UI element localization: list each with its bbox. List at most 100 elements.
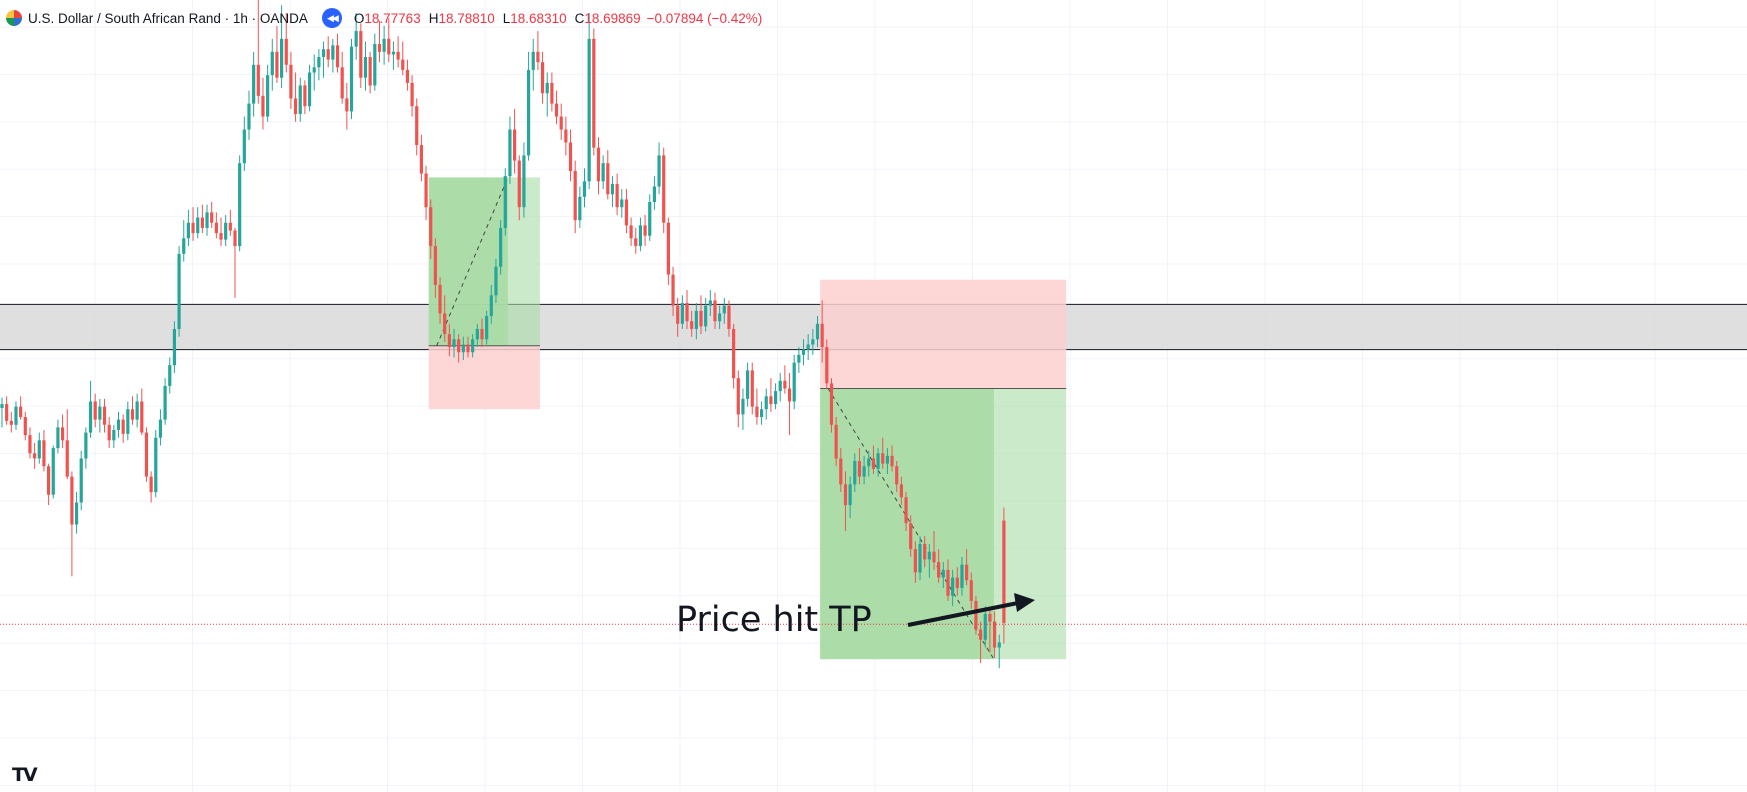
- candle-body: [899, 484, 903, 498]
- candle-body: [624, 199, 629, 226]
- candle-body: [33, 453, 37, 459]
- candle-body: [578, 196, 582, 221]
- candle-body: [792, 362, 796, 402]
- long-position-stop: [428, 345, 540, 410]
- candle-body: [778, 380, 782, 392]
- candle-body: [5, 404, 9, 421]
- candle-body: [736, 378, 740, 415]
- open-label: O: [353, 10, 365, 26]
- candle-body: [685, 303, 689, 322]
- candle-body: [168, 365, 172, 386]
- annotation-arrowhead: [1014, 593, 1035, 612]
- candle-body: [345, 98, 349, 112]
- candle-body: [615, 183, 619, 208]
- candle-body: [764, 396, 768, 410]
- candle-body: [172, 328, 177, 366]
- candle-body: [820, 323, 824, 348]
- candle-body: [326, 49, 330, 60]
- candle-body: [983, 613, 987, 640]
- candlestick-series: [0, 0, 1006, 669]
- candle-body: [815, 323, 820, 340]
- candle-body: [415, 106, 419, 146]
- candle-body: [312, 67, 316, 73]
- long-position-profit: [428, 177, 508, 346]
- candle-body: [461, 344, 465, 353]
- candle-body: [853, 461, 857, 485]
- symbol-title[interactable]: U.S. Dollar / South African Rand · 1h · …: [28, 10, 308, 26]
- candle-body: [354, 31, 358, 47]
- candle-body: [485, 316, 489, 340]
- candle-body: [158, 419, 163, 438]
- candle-body: [443, 313, 447, 335]
- candle-body: [662, 155, 666, 223]
- candle-body: [988, 613, 992, 622]
- candle-body: [732, 328, 736, 379]
- high-label: H: [428, 10, 439, 26]
- symbol-legend: U.S. Dollar / South African Rand · 1h · …: [6, 8, 768, 28]
- candle-body: [121, 419, 125, 434]
- candle-body: [811, 339, 815, 345]
- candle-body: [261, 95, 265, 117]
- candle-body: [475, 328, 479, 340]
- candle-body: [377, 44, 382, 52]
- candle-body: [205, 212, 209, 228]
- change-value: −0.07894 (−0.42%): [646, 10, 763, 26]
- candle-body: [540, 62, 545, 94]
- candle-body: [699, 310, 703, 327]
- candle-body: [335, 45, 340, 68]
- candle-body: [196, 217, 200, 234]
- candle-body: [718, 313, 722, 322]
- candle-body: [102, 406, 107, 425]
- close-value: 18.69869: [584, 10, 641, 26]
- candle-body: [70, 476, 74, 525]
- candle-body: [871, 458, 876, 469]
- candle-body: [750, 370, 754, 407]
- candle-body: [708, 300, 712, 306]
- candle-body: [242, 129, 246, 164]
- candle-body: [974, 600, 978, 630]
- candle-body: [783, 380, 787, 389]
- candle-body: [927, 551, 931, 560]
- candle-body: [550, 82, 554, 104]
- chart-zones: [0, 177, 1747, 660]
- candle-body: [643, 225, 647, 236]
- candle-body: [517, 160, 521, 208]
- candle-body: [620, 199, 624, 208]
- rewind-icon[interactable]: ◀◀: [321, 8, 342, 28]
- candle-body: [457, 339, 461, 353]
- candle-body: [704, 305, 708, 327]
- candle-body: [797, 354, 801, 363]
- candle-body: [9, 420, 13, 425]
- candle-body: [135, 401, 139, 420]
- candle-body: [275, 51, 279, 78]
- candle-body: [759, 409, 764, 418]
- candle-body: [694, 310, 698, 329]
- candle-body: [373, 44, 377, 86]
- candle-body: [112, 429, 116, 441]
- candle-body: [969, 580, 973, 601]
- candle-body: [955, 577, 959, 588]
- candle-body: [19, 406, 23, 418]
- candle-body: [918, 543, 922, 573]
- candle-body: [909, 523, 913, 550]
- candle-body: [657, 155, 661, 187]
- candle-body: [638, 225, 643, 247]
- candle-body: [331, 45, 335, 60]
- candle-body: [84, 432, 88, 459]
- candle-body: [186, 222, 190, 239]
- candle-body: [680, 303, 684, 324]
- candle-body: [606, 163, 610, 195]
- candle-body: [224, 222, 228, 240]
- candle-body: [238, 163, 242, 247]
- candle-body: [629, 225, 633, 239]
- candle-body: [144, 432, 149, 477]
- candle-body: [405, 69, 410, 83]
- candle-body: [890, 455, 894, 467]
- candle-body: [904, 497, 908, 524]
- tradingview-logo-icon[interactable]: TV: [12, 764, 38, 786]
- close-label: C: [574, 10, 585, 26]
- candle-body: [317, 56, 321, 68]
- candle-body: [177, 253, 181, 329]
- candle-body: [997, 642, 1001, 648]
